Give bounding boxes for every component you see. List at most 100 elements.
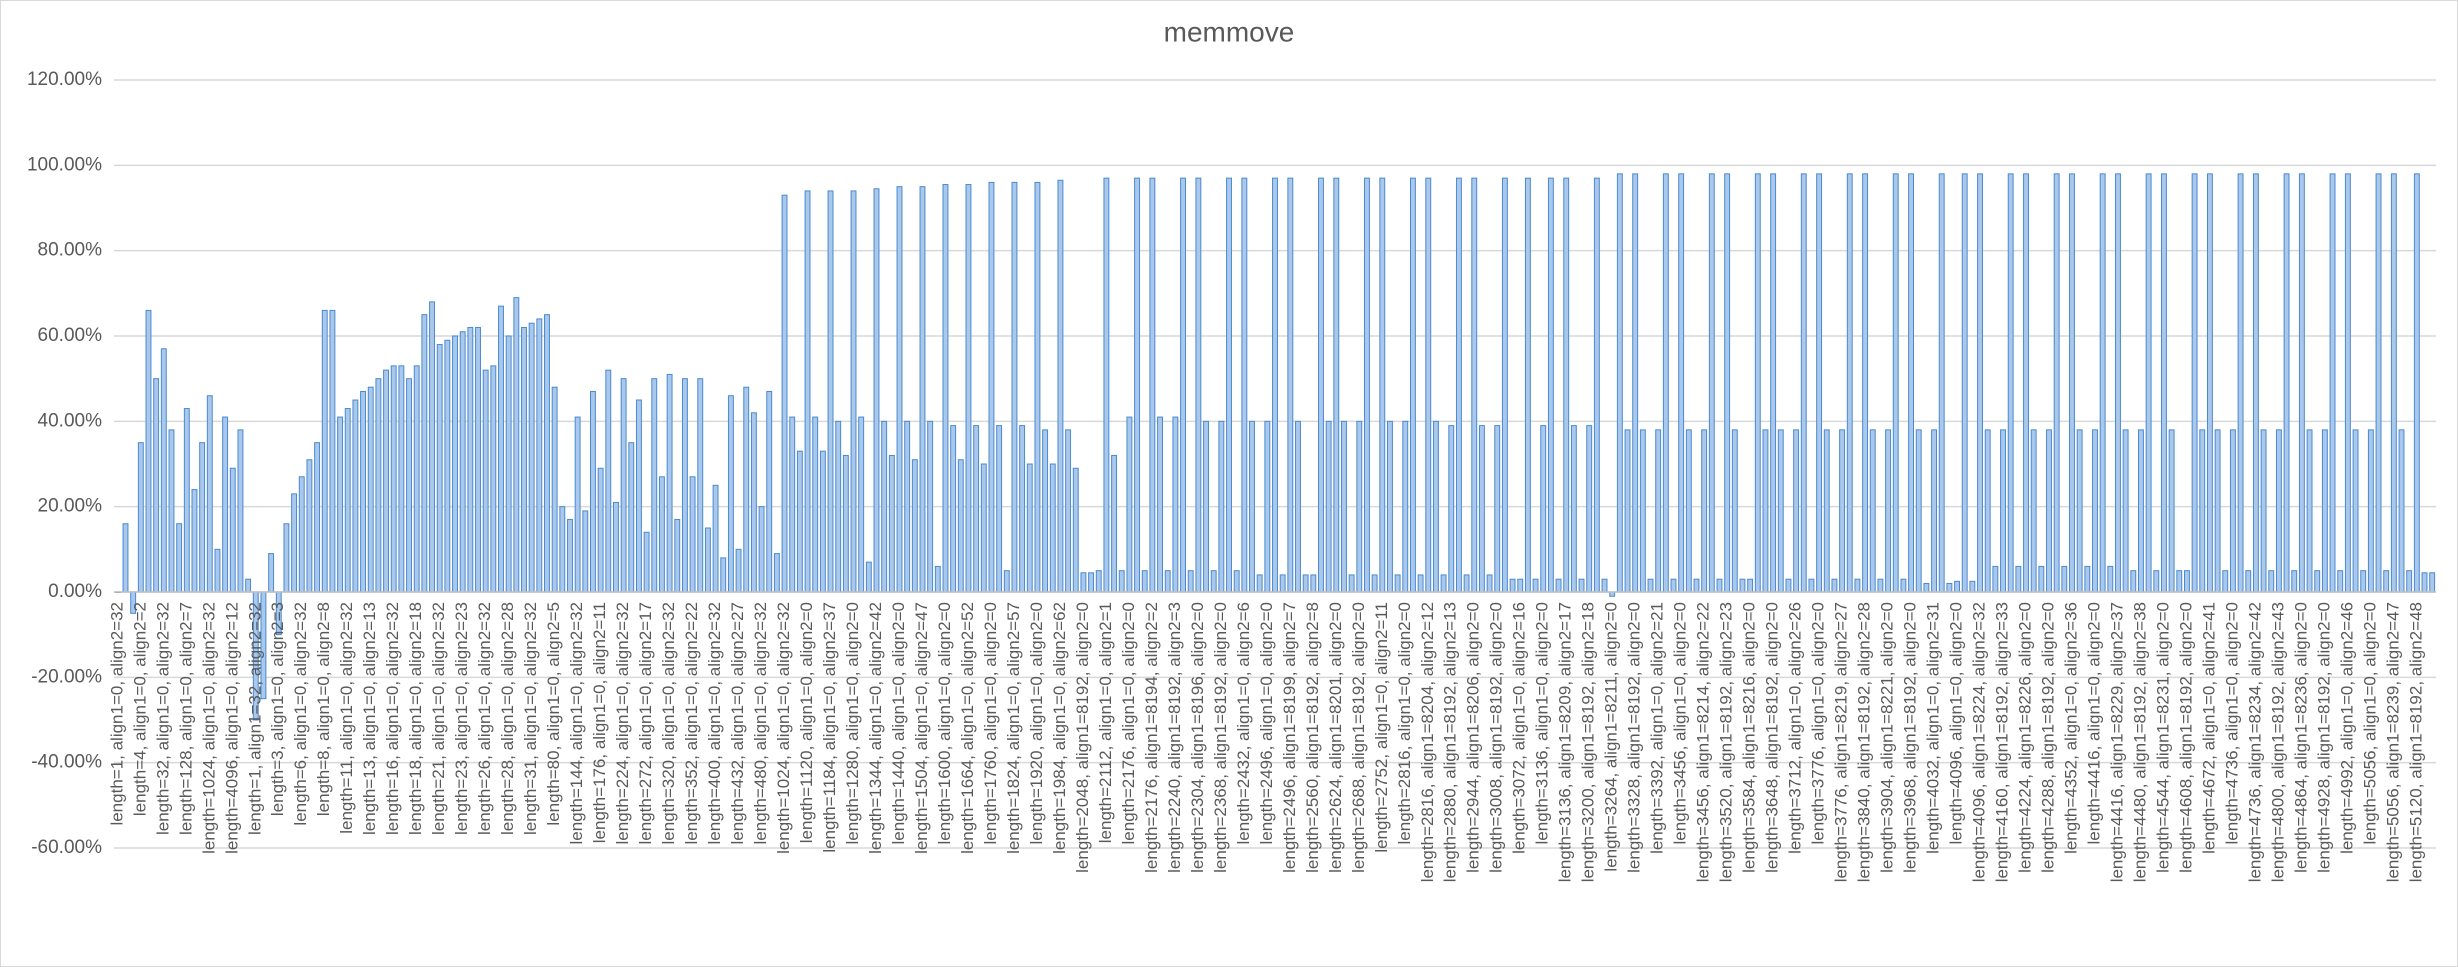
bar — [1800, 173, 1807, 593]
x-tick-label: length=1504, align1=0, align2=47 — [912, 602, 931, 854]
bar — [1164, 570, 1171, 593]
x-tick-label: length=1600, align1=0, align2=0 — [935, 602, 954, 844]
bar — [1892, 173, 1899, 593]
bar — [934, 565, 941, 593]
x-tick-label: length=144, align1=0, align2=32 — [567, 602, 586, 844]
bar — [229, 467, 236, 593]
bar — [1471, 177, 1478, 593]
bar — [1226, 177, 1232, 593]
bar — [796, 450, 803, 593]
bar — [2429, 572, 2436, 593]
x-tick-label: length=2880, align1=8192, align2=13 — [1441, 602, 1460, 882]
x-tick-label: length=5056, align1=0, align2=0 — [2360, 602, 2379, 844]
bar — [1969, 580, 1976, 593]
x-tick-label: length=4544, align1=8231, align2=0 — [2153, 602, 2172, 873]
y-tick-label: -60.00% — [31, 837, 102, 858]
bar — [582, 510, 589, 593]
x-tick-label: length=3968, align1=8192, align2=0 — [1901, 602, 1920, 873]
bar — [1318, 177, 1324, 593]
bar — [773, 553, 780, 593]
bar — [2214, 429, 2221, 593]
bar — [1264, 420, 1271, 593]
bar — [1601, 578, 1608, 593]
bar — [612, 501, 619, 593]
bar — [1862, 173, 1869, 593]
x-tick-label: length=28, align1=0, align2=28 — [498, 602, 517, 835]
bar — [2199, 429, 2206, 593]
x-tick-label: length=2816, align1=0, align2=0 — [1395, 602, 1414, 844]
x-tick-label: length=3840, align1=8192, align2=28 — [1855, 602, 1874, 882]
bar — [1379, 177, 1386, 593]
bar — [222, 416, 229, 593]
bar — [1103, 177, 1110, 593]
bar — [1509, 578, 1516, 593]
bar — [567, 518, 573, 593]
x-tick-label: length=4736, align1=8234, align2=42 — [2245, 602, 2264, 882]
bar — [1731, 429, 1738, 593]
bar — [758, 506, 765, 593]
bar — [206, 395, 213, 593]
x-tick-label: length=1920, align1=0, align2=0 — [1027, 602, 1046, 844]
x-tick-label: length=16, align1=0, align2=32 — [383, 602, 402, 835]
bar — [1425, 177, 1432, 593]
bar — [1310, 574, 1317, 593]
bar — [168, 429, 175, 593]
bar — [1578, 578, 1585, 593]
bar — [1072, 467, 1079, 593]
bar — [574, 416, 581, 593]
bar — [1302, 574, 1309, 593]
bar — [1494, 425, 1501, 593]
bar — [2076, 429, 2083, 593]
bar — [2015, 565, 2022, 593]
x-tick-label: length=3136, align1=0, align2=0 — [1533, 602, 1552, 844]
bar — [1341, 420, 1347, 593]
bar — [1279, 574, 1286, 593]
x-tick-label: length=3584, align1=8216, align2=0 — [1740, 602, 1759, 873]
bar — [904, 420, 911, 593]
bar — [153, 378, 160, 593]
bar — [2176, 570, 2183, 593]
x-tick-label: length=2176, align1=8194, align2=2 — [1142, 602, 1161, 873]
bar — [1739, 578, 1746, 593]
bar — [1816, 173, 1823, 593]
bar — [1463, 574, 1470, 593]
x-tick-label: length=272, align1=0, align2=17 — [636, 602, 655, 844]
bar — [337, 416, 344, 593]
x-tick-label: length=4096, align1=0, align2=12 — [222, 602, 241, 854]
bar — [590, 390, 596, 593]
x-tick-label: length=3392, align1=0, align2=21 — [1648, 602, 1667, 854]
bar — [835, 420, 842, 593]
x-tick-label: length=3456, align1=0, align2=0 — [1671, 602, 1690, 844]
bar — [605, 369, 612, 593]
bar — [413, 365, 420, 593]
x-tick-label: length=1184, align1=0, align2=37 — [820, 602, 839, 853]
bar — [2206, 173, 2213, 593]
bar — [137, 442, 144, 593]
y-tick-label: 80.00% — [38, 240, 103, 261]
bar — [2268, 570, 2275, 593]
bar — [1854, 578, 1861, 593]
bar — [344, 408, 351, 593]
bar — [1762, 429, 1769, 593]
x-tick-label: length=4096, align1=8224, align2=32 — [1970, 602, 1989, 882]
x-tick-label: length=80, align1=0, align2=5 — [544, 602, 563, 826]
bar — [2252, 173, 2259, 593]
x-tick-label: length=21, align1=0, align2=32 — [429, 602, 448, 835]
bar — [1049, 463, 1056, 593]
bar — [2390, 173, 2397, 593]
bar — [1141, 570, 1148, 593]
bar — [1938, 173, 1945, 593]
bar — [183, 408, 190, 593]
bar — [1402, 420, 1409, 593]
bar — [1900, 578, 1907, 593]
bar — [1034, 181, 1041, 593]
bar — [1348, 574, 1355, 593]
bar — [360, 390, 367, 593]
x-tick-label: length=320, align1=0, align2=32 — [659, 602, 678, 844]
y-tick-label: 0.00% — [48, 581, 102, 602]
x-tick-label: length=4672, align1=0, align2=41 — [2199, 602, 2218, 854]
bar — [1042, 429, 1049, 593]
bar — [1754, 173, 1761, 593]
bar — [2000, 429, 2006, 593]
bar — [2183, 570, 2190, 593]
